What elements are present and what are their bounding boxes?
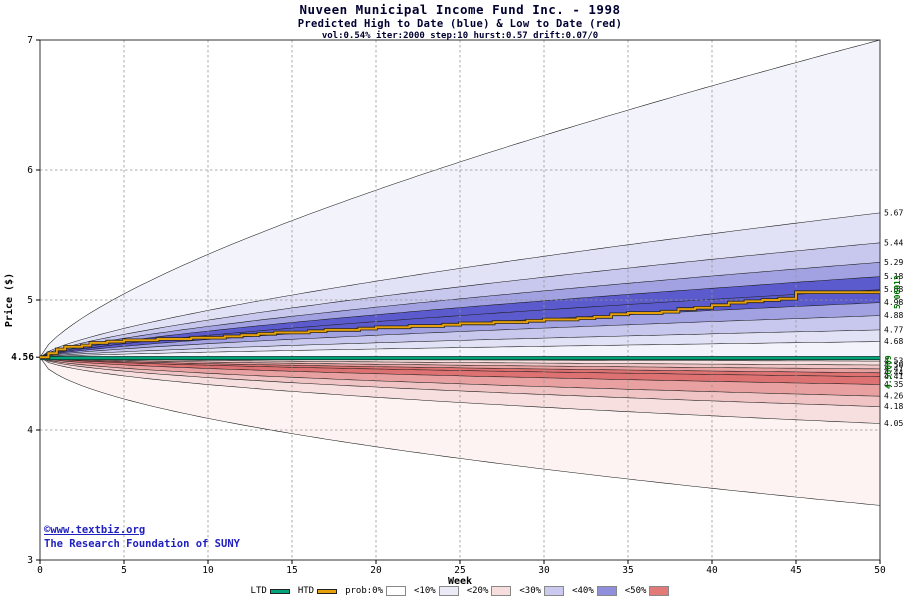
y-tick-label: 6: [27, 165, 33, 176]
legend-prob-1-label: <10%: [414, 586, 436, 596]
y-tick-label: 7: [27, 35, 33, 46]
legend-prob-1-swatch: [438, 586, 459, 596]
right-label-low: 4.26: [884, 392, 903, 401]
high-fan-boundary-9: [39, 341, 881, 358]
right-label-low: 4.53: [884, 357, 903, 366]
right-label-low: 4.41: [884, 372, 903, 381]
legend: LTD HTD prob:0% <10% <20% <30% <40% <50%: [0, 586, 920, 596]
low-fan-boundary-4: [39, 356, 881, 374]
legend-htd-swatch: [317, 588, 338, 594]
ltd-current-label: 4.56009: [884, 355, 893, 389]
y-tick-label: 3: [27, 555, 33, 566]
copyright-org: The Research Foundation of SUNY: [44, 538, 240, 550]
high-fan-band-0: [40, 40, 880, 358]
y-tick-label: 5: [27, 295, 33, 306]
legend-prob-2-label: <20%: [466, 586, 489, 596]
htd-line: [40, 291, 880, 359]
x-tick-label: 10: [202, 565, 214, 576]
high-fan-band-2: [40, 242, 880, 358]
y-axis-title: Price ($): [3, 273, 15, 327]
legend-prob-4-swatch: [596, 586, 617, 596]
x-tick-label: 15: [286, 565, 297, 576]
legend-prob-0-label: prob:0%: [345, 586, 384, 596]
x-tick-label: 35: [622, 565, 633, 576]
x-tick-label: 40: [706, 565, 718, 576]
x-tick-label: 5: [121, 565, 127, 576]
legend-prob-4: <40%: [572, 586, 617, 596]
header: Nuveen Municipal Income Fund Inc. - 1998…: [0, 2, 920, 41]
right-label-high: 4.88: [884, 311, 903, 320]
x-tick-label: 30: [538, 565, 550, 576]
right-label-low: 4.44: [884, 368, 903, 377]
legend-prob-5: <50%: [625, 586, 670, 596]
right-label-high: 4.77: [884, 325, 903, 334]
legend-prob-5-label: <50%: [624, 586, 647, 596]
legend-prob-5-swatch: [649, 586, 670, 596]
high-fan-band-3: [40, 262, 880, 358]
right-label-high: 4.98: [884, 298, 903, 307]
low-fan-band-4: [40, 357, 880, 377]
low-fan-band-8: [40, 357, 880, 424]
legend-prob-1: <10%: [414, 586, 459, 596]
high-fan-boundary-1: [39, 212, 881, 358]
legend-htd: HTD: [297, 586, 338, 596]
legend-ltd: LTD: [251, 586, 290, 596]
y-tick-label: 4: [27, 425, 33, 436]
copyright-link[interactable]: ©www.textbiz.org: [44, 524, 146, 536]
legend-prob-2-swatch: [491, 586, 512, 596]
right-label-high: 5.29: [884, 258, 903, 267]
right-label-high: 5.08: [884, 285, 903, 294]
high-fan-boundary-4: [39, 276, 881, 358]
high-fan-band-6: [40, 302, 880, 358]
legend-prob-0: prob:0%: [345, 586, 407, 596]
right-label-high: 5.44: [884, 238, 903, 247]
x-tick-label: 45: [790, 565, 801, 576]
right-label-high: 5.67: [884, 208, 903, 217]
right-label-low: 4.50: [884, 361, 903, 370]
low-fan-boundary-7: [39, 356, 881, 397]
high-fan-boundary-3: [39, 262, 881, 358]
legend-prob-3-label: <30%: [519, 586, 542, 596]
start-price-label: 4.56: [11, 352, 34, 363]
high-fan-band-8: [40, 329, 880, 358]
x-tick-label: 25: [454, 565, 465, 576]
right-label-high: 5.18: [884, 272, 903, 281]
legend-prob-4-label: <40%: [572, 586, 594, 596]
low-fan-band-2: [40, 357, 880, 369]
htd-current-label: 5.06013: [893, 275, 902, 309]
high-fan-band-9: [40, 341, 880, 358]
right-label-low: 4.35: [884, 380, 903, 389]
high-fan-band-4: [40, 276, 880, 358]
x-tick-label: 50: [874, 565, 886, 576]
low-fan-band-7: [40, 357, 880, 407]
chart-params: vol:0.54% iter:2000 step:10 hurst:0.57 d…: [321, 31, 599, 41]
legend-htd-label: HTD: [297, 586, 315, 596]
low-fan-boundary-10: [39, 357, 881, 506]
chart-subtitle: Predicted High to Date (blue) & Low to D…: [297, 18, 623, 30]
right-label-low: 4.47: [884, 364, 903, 373]
right-label-low: 4.18: [884, 402, 903, 411]
page-title: Nuveen Municipal Income Fund Inc. - 1998: [299, 2, 621, 17]
legend-ltd-label: LTD: [250, 586, 267, 596]
right-label-low: 4.05: [884, 419, 903, 428]
right-label-high: 4.68: [884, 337, 903, 346]
legend-ltd-swatch: [269, 588, 290, 594]
x-axis-title: Week: [448, 576, 472, 587]
legend-prob-0-swatch: [386, 586, 407, 596]
low-fan-band-3: [40, 357, 880, 373]
x-tick-label: 20: [370, 565, 382, 576]
legend-prob-3-swatch: [544, 586, 565, 596]
legend-prob-2: <20%: [467, 586, 512, 596]
x-tick-label: 0: [37, 565, 43, 576]
legend-prob-3: <30%: [519, 586, 565, 596]
